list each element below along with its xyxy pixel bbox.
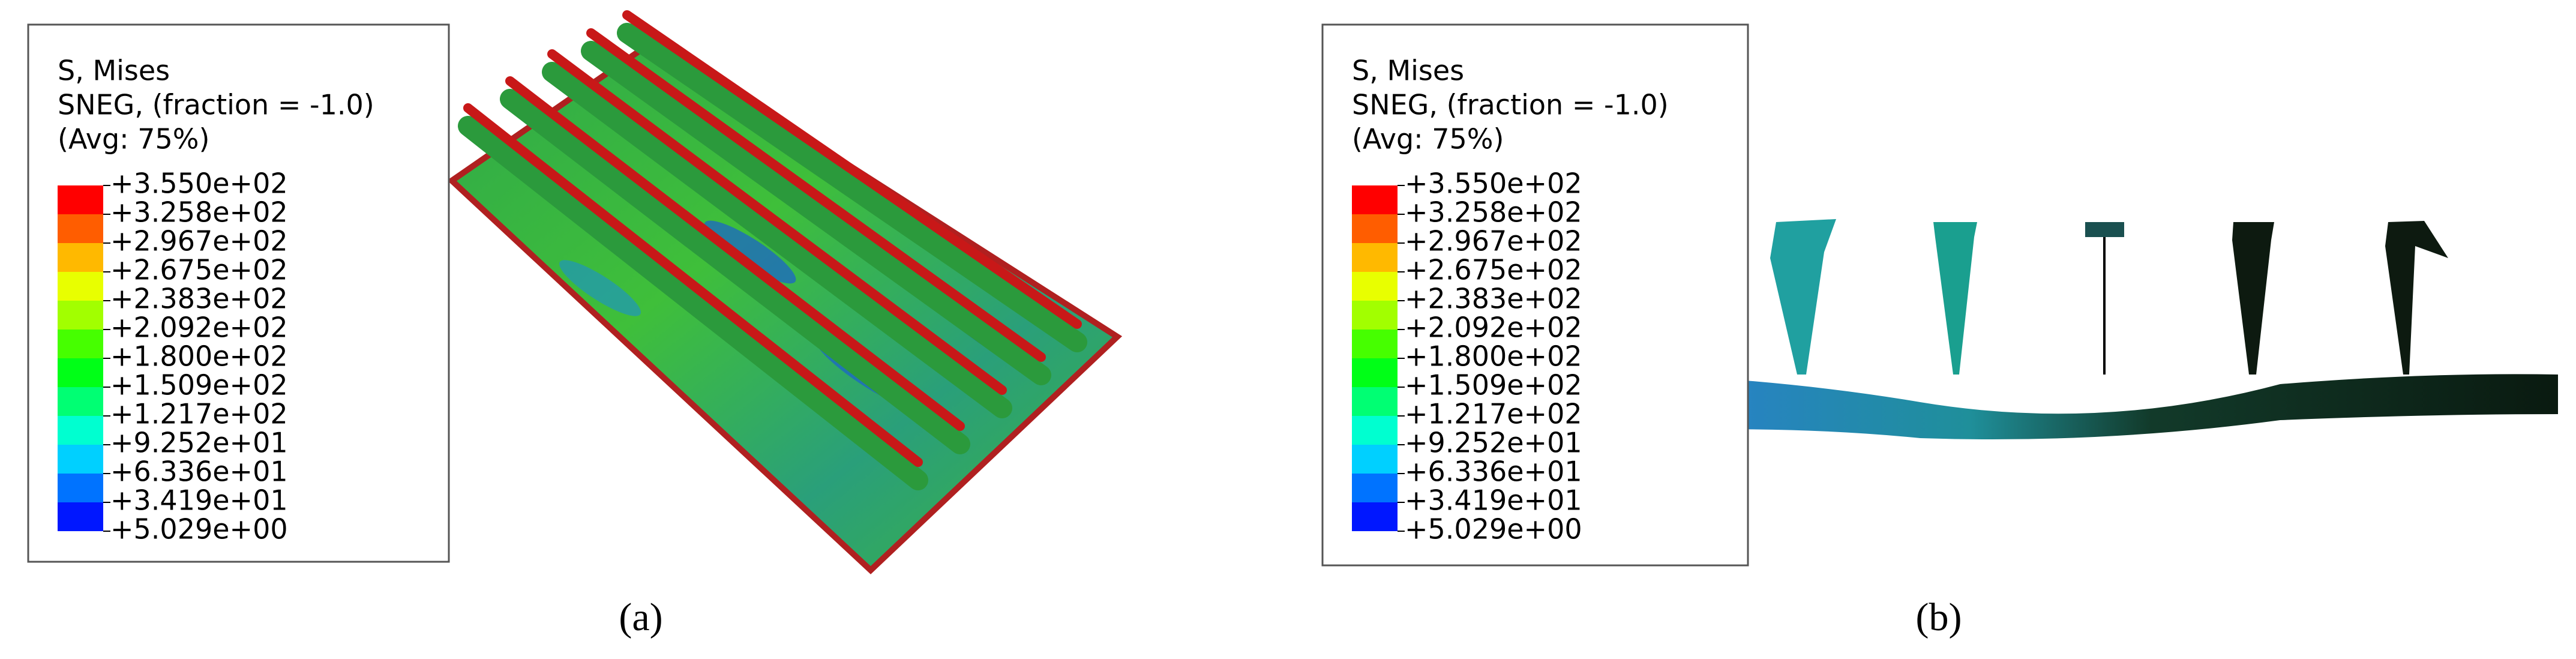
plate: [1654, 374, 2558, 439]
stress-spot: [704, 220, 796, 284]
legend-swatch: [58, 272, 103, 301]
legend-swatch: [1352, 272, 1398, 301]
legend-swatch: [1352, 416, 1398, 445]
legend-label: +3.258e+02: [110, 196, 288, 229]
legend-label: +3.550e+02: [1405, 167, 1582, 200]
legend-swatch: [58, 185, 103, 214]
legend-label: +1.509e+02: [1405, 369, 1582, 402]
stress-spot: [559, 260, 641, 316]
legend-label: +1.509e+02: [110, 369, 288, 402]
caption: (b): [1916, 595, 1962, 639]
legend-label: +2.383e+02: [110, 283, 288, 315]
legend-swatch: [58, 416, 103, 445]
legend-swatch: [1352, 330, 1398, 358]
legend-title: S, Mises: [58, 55, 170, 87]
legend-swatch: [1352, 502, 1398, 531]
legend-label: +2.092e+02: [110, 311, 288, 344]
legend-swatch: [1352, 358, 1398, 387]
legend-label: +2.675e+02: [110, 254, 288, 286]
stiffeners: [1770, 219, 2448, 375]
legend-label: +1.800e+02: [110, 340, 288, 373]
legend-label: +1.217e+02: [1405, 398, 1582, 430]
legend-swatch: [58, 387, 103, 416]
legend-swatch: [58, 474, 103, 502]
legend-swatch: [1352, 243, 1398, 272]
legend-label: +5.029e+00: [1405, 513, 1582, 546]
legend-label: +2.092e+02: [1405, 311, 1582, 344]
model-b: [1654, 219, 2558, 439]
legend-swatch: [58, 214, 103, 243]
legend-label: +3.419e+01: [1405, 484, 1582, 517]
legend-swatch: [58, 445, 103, 474]
legend-label: +9.252e+01: [1405, 427, 1582, 459]
legend-label: +2.675e+02: [1405, 254, 1582, 286]
legend-swatch: [1352, 387, 1398, 416]
legend-title: S, Mises: [1352, 55, 1464, 87]
legend-label: +2.967e+02: [110, 225, 288, 257]
legend-title: SNEG, (fraction = -1.0): [1352, 89, 1669, 121]
legend-label: +2.383e+02: [1405, 283, 1582, 315]
caption: (a): [619, 595, 662, 639]
legend-title: (Avg: 75%): [1352, 123, 1504, 155]
legend-swatch: [1352, 214, 1398, 243]
legend-label: +9.252e+01: [110, 427, 288, 459]
legend-label: +3.550e+02: [110, 167, 288, 200]
legend-swatch: [58, 301, 103, 330]
stiffeners: [458, 10, 1087, 490]
legend-label: +6.336e+01: [1405, 456, 1582, 488]
legend-swatch: [58, 358, 103, 387]
model-a: [447, 10, 1123, 574]
legend-swatch: [1352, 301, 1398, 330]
legend-swatch: [58, 502, 103, 531]
legend-label: +3.258e+02: [1405, 196, 1582, 229]
legend-label: +3.419e+01: [110, 484, 288, 517]
legend-label: +5.029e+00: [110, 513, 288, 546]
legend-title: (Avg: 75%): [58, 123, 209, 155]
legend-swatch: [58, 243, 103, 272]
legend-label: +1.217e+02: [110, 398, 288, 430]
legend-swatch: [1352, 445, 1398, 474]
legend-swatch: [1352, 185, 1398, 214]
legend-swatch: [1352, 474, 1398, 502]
legend-label: +6.336e+01: [110, 456, 288, 488]
legend-label: +1.800e+02: [1405, 340, 1582, 373]
legend-title: SNEG, (fraction = -1.0): [58, 89, 374, 121]
legend-label: +2.967e+02: [1405, 225, 1582, 257]
legend-swatch: [58, 330, 103, 358]
